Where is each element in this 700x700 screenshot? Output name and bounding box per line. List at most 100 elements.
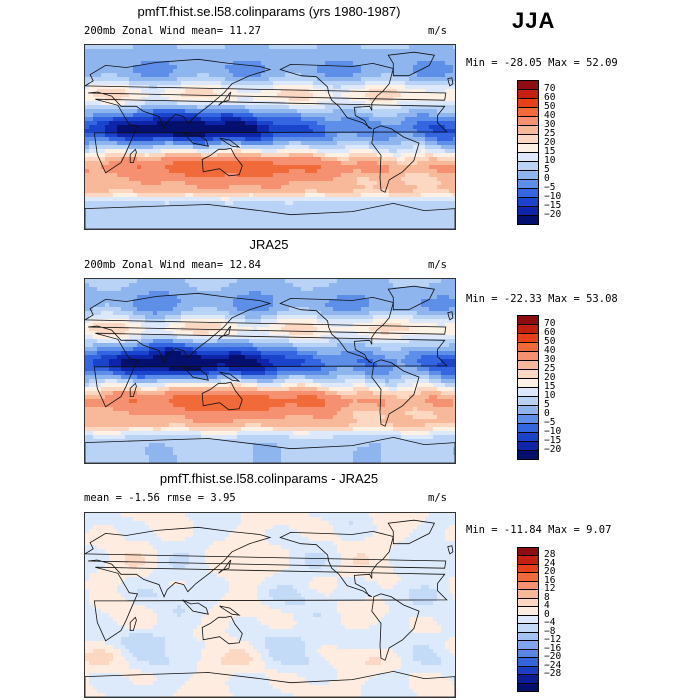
colorbar-level-label: −10 xyxy=(544,191,562,202)
colorbar-level-label: −5 xyxy=(544,182,556,193)
coastline xyxy=(219,605,241,616)
coastline xyxy=(93,566,448,642)
coastline xyxy=(201,147,243,177)
panel3-minmax: Min = -11.84 Max = 9.07 xyxy=(466,524,612,536)
coastline xyxy=(93,332,448,408)
coastline xyxy=(387,519,436,545)
season-label: JJA xyxy=(512,8,556,33)
coastline xyxy=(129,616,137,631)
colorbar-level-label: 10 xyxy=(544,390,556,401)
coastline xyxy=(182,365,209,381)
colorbar-level-label: 12 xyxy=(544,583,556,595)
coastline xyxy=(182,131,209,147)
colorbar-level-label: 15 xyxy=(544,146,556,157)
panel3-units: m/s xyxy=(428,492,447,504)
colorbar-level-label: 60 xyxy=(544,327,556,338)
colorbar-level-label: −4 xyxy=(544,617,556,629)
panel3-map xyxy=(84,512,456,698)
colorbar-level-label: −20 xyxy=(544,444,562,455)
colorbar-swatch xyxy=(517,682,539,692)
panel1-contour-map xyxy=(85,45,455,229)
colorbar-level-label: −15 xyxy=(544,435,562,446)
panel2-title: JRA25 xyxy=(249,237,289,252)
coastline xyxy=(447,311,454,321)
colorbar-level-label: −5 xyxy=(544,417,556,428)
coastline xyxy=(387,285,436,311)
colorbar-level-label: 30 xyxy=(544,354,556,365)
coastline xyxy=(93,98,448,174)
colorbar-level-label: 0 xyxy=(544,608,550,620)
coastline xyxy=(85,526,447,598)
colorbar-level-label: 28 xyxy=(544,549,556,561)
coastline xyxy=(371,359,420,427)
panel1-units: m/s xyxy=(428,25,447,37)
coastline xyxy=(182,599,209,615)
colorbar-swatch xyxy=(517,215,539,225)
colorbar-level-label: 25 xyxy=(544,128,556,139)
colorbar-level-label: −15 xyxy=(544,200,562,211)
coastline xyxy=(387,51,436,77)
panel3-title: pmfT.fhist.se.l58.colinparams - JRA25 xyxy=(159,471,379,486)
coastline xyxy=(201,615,243,645)
colorbar-level-label: 5 xyxy=(544,399,550,410)
coastline xyxy=(129,148,137,163)
coastline xyxy=(218,325,232,340)
colorbar-level-label: −24 xyxy=(544,659,562,671)
coastline xyxy=(218,91,232,106)
coastline xyxy=(279,62,394,130)
colorbar-level-label: 24 xyxy=(544,557,556,569)
panel1-info: 200mb Zonal Wind mean= 11.27 xyxy=(84,25,262,37)
coastline xyxy=(219,137,241,148)
coastline xyxy=(85,292,447,364)
coastline xyxy=(447,545,454,555)
coastline xyxy=(371,593,420,661)
colorbar-level-label: 20 xyxy=(544,566,556,578)
colorbar-level-label: −12 xyxy=(544,634,562,646)
coastline xyxy=(201,381,243,411)
panel2-info: 200mb Zonal Wind mean= 12.84 xyxy=(84,259,262,271)
panel1-minmax: Min = -28.05 Max = 52.09 xyxy=(466,57,618,69)
coastline xyxy=(279,296,394,364)
coastline xyxy=(279,530,394,598)
colorbar-level-label: −8 xyxy=(544,625,556,637)
colorbar-level-label: 0 xyxy=(544,173,550,184)
panel2-minmax: Min = -22.33 Max = 53.08 xyxy=(466,293,618,305)
colorbar-level-label: 0 xyxy=(544,408,550,419)
colorbar-level-label: 8 xyxy=(544,591,550,603)
colorbar-level-label: −16 xyxy=(544,642,562,654)
coastline xyxy=(371,125,420,193)
colorbar-level-label: −10 xyxy=(544,426,562,437)
colorbar-level-label: 30 xyxy=(544,119,556,130)
coastline xyxy=(218,559,232,574)
colorbar-level-label: 70 xyxy=(544,318,556,329)
colorbar-level-label: 20 xyxy=(544,137,556,148)
coastline xyxy=(85,670,455,697)
colorbar-level-label: 40 xyxy=(544,345,556,356)
panel3-info: mean = -1.56 rmse = 3.95 xyxy=(84,492,236,504)
colorbar-level-label: −20 xyxy=(544,651,562,663)
coastline xyxy=(219,371,241,382)
panel2-map xyxy=(84,278,456,464)
colorbar-level-label: 50 xyxy=(544,336,556,347)
colorbar-level-label: 40 xyxy=(544,110,556,121)
colorbar-level-label: 15 xyxy=(544,381,556,392)
panel3-contour-map xyxy=(85,513,455,697)
colorbar-level-label: 20 xyxy=(544,372,556,383)
coastline xyxy=(447,77,454,87)
colorbar-level-label: 10 xyxy=(544,155,556,166)
coastline xyxy=(85,436,455,463)
panel2-units: m/s xyxy=(428,259,447,271)
colorbar-level-label: 50 xyxy=(544,101,556,112)
coastline xyxy=(85,58,447,130)
coastline xyxy=(85,202,455,229)
colorbar-level-label: 4 xyxy=(544,600,550,612)
colorbar-level-label: 25 xyxy=(544,363,556,374)
colorbar-level-label: 60 xyxy=(544,92,556,103)
colorbar-level-label: −28 xyxy=(544,668,562,680)
panel2-contour-map xyxy=(85,279,455,463)
panel1-title: pmfT.fhist.se.l58.colinparams (yrs 1980-… xyxy=(137,4,401,19)
colorbar-level-label: 5 xyxy=(544,164,550,175)
colorbar-level-label: 16 xyxy=(544,574,556,586)
coastline xyxy=(129,382,137,397)
colorbar-level-label: 70 xyxy=(544,83,556,94)
